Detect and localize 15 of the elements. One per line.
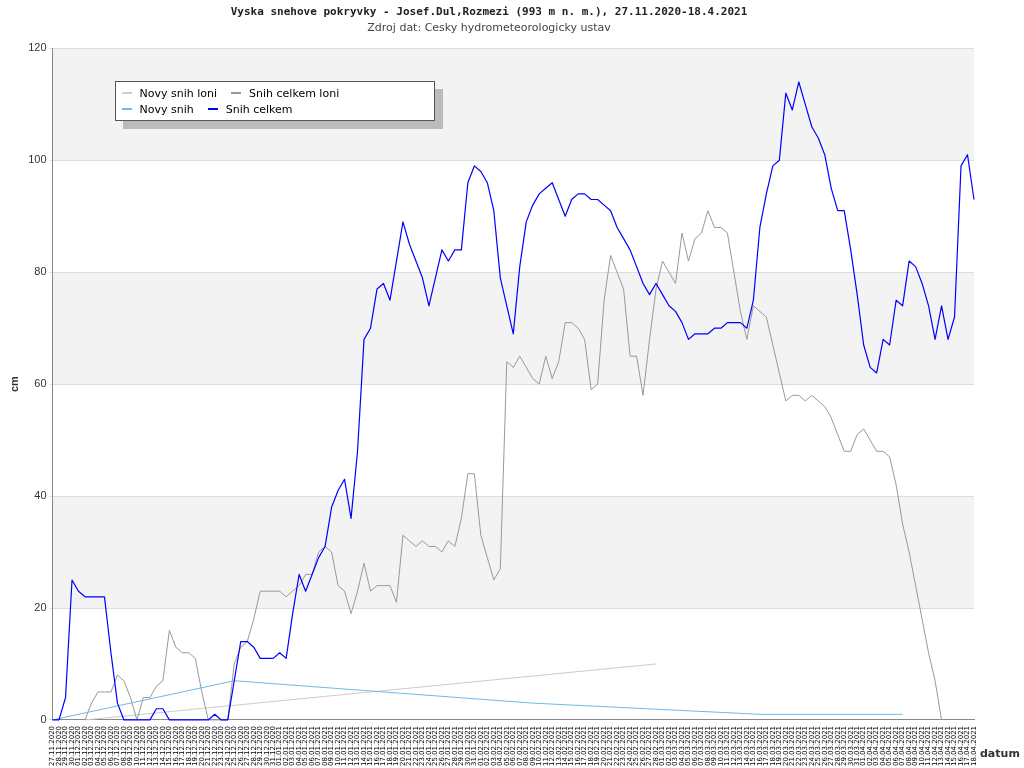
legend-label: Novy snih loni	[139, 86, 218, 100]
y-tick-label: 20	[34, 601, 47, 614]
chart-subtitle: Zdroj dat: Cesky hydrometeorologicky ustav	[367, 20, 612, 34]
y-tick-label: 0	[40, 712, 47, 725]
y-tick-label: 40	[34, 489, 47, 502]
legend-label: Snih celkem loni	[249, 86, 340, 100]
y-tick-label: 100	[28, 153, 47, 166]
y-tick-label: 80	[34, 265, 47, 278]
chart-title: Vyska snehove pokryvky - Josef.Dul,Rozmezi (993 m n. m.), 27.11.2020-18.4.2021	[230, 5, 748, 19]
legend-label: Novy snih	[139, 102, 194, 116]
y-tick-label: 120	[28, 41, 47, 54]
y-tick-label: 60	[34, 377, 47, 390]
legend-label: Snih celkem	[225, 102, 293, 116]
x-axis-title: datum	[980, 746, 1020, 760]
y-axis-title: cm	[7, 376, 20, 393]
